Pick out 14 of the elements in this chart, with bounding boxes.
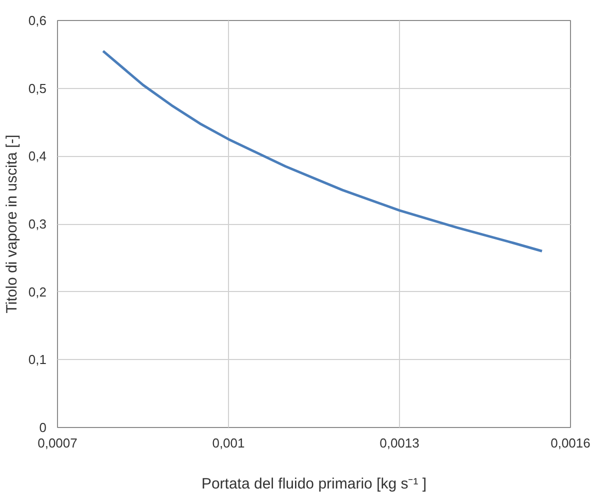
y-tick-label: 0,6 [28,13,47,28]
y-axis-title: Titolo di vapore in uscita [-] [3,134,20,314]
y-tick-label: 0,4 [28,148,47,164]
x-tick-label: 0,0016 [550,436,590,450]
x-tick-label: 0,0013 [380,436,420,450]
x-tick-label: 0,0007 [38,436,78,450]
y-tick-label: 0,1 [28,352,47,368]
y-tick-label: 0,2 [28,284,47,300]
y-tick-label: 0 [39,420,47,435]
x-tick-label: 0,001 [212,436,245,450]
line-series [102,50,544,252]
y-tick-label: 0,5 [28,80,47,96]
y-tick-label: 0,3 [28,216,47,232]
x-axis-title: Portata del fluido primario [kg s⁻¹ ] [201,476,427,492]
